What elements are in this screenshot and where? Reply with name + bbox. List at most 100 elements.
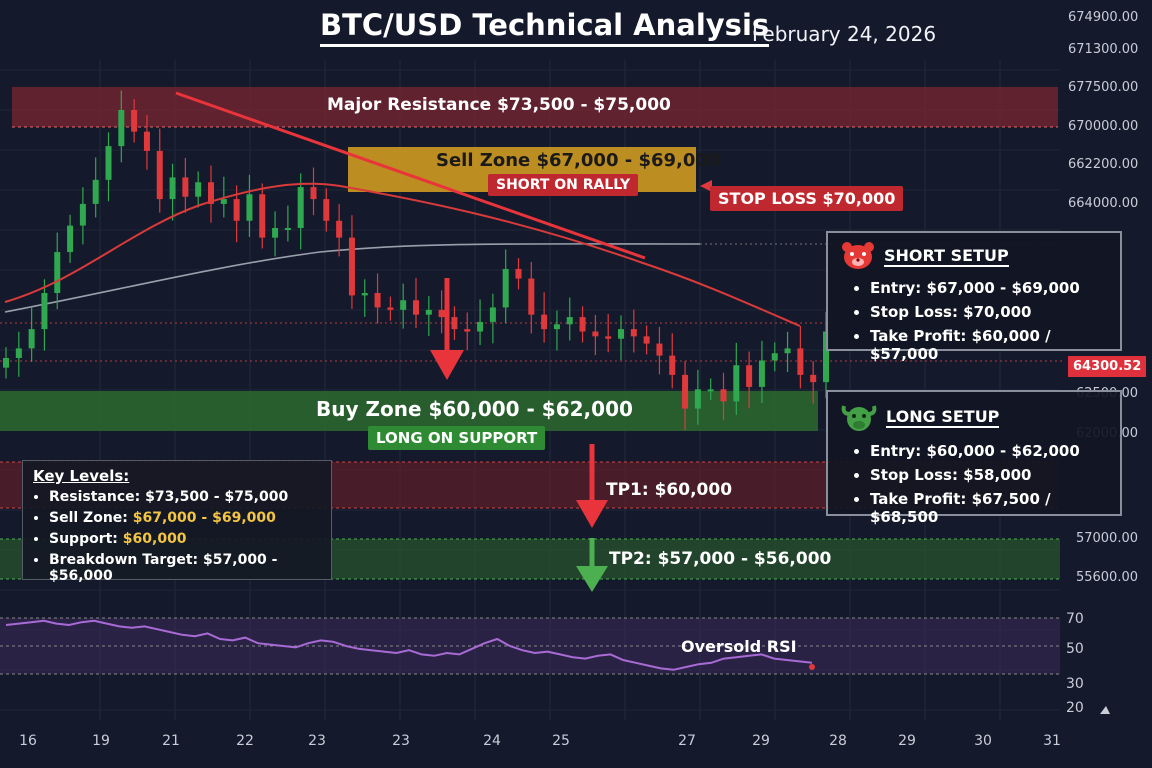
candle-body [630,329,637,337]
key-level-label: Resistance: [49,489,141,505]
candle-body [105,146,112,180]
candle-body [400,300,407,310]
key-level-label: Support: [49,531,118,547]
candle-body [118,110,125,147]
candle-body [707,389,714,392]
tp1-arrow-down [576,444,608,528]
y-tick-label: 55600.00 [1075,570,1138,585]
bull-icon [841,405,877,431]
major-resistance-label: Major Resistance $73,500 - $75,000 [327,95,671,115]
x-tick-label: 31 [1043,733,1061,749]
candle-body [387,307,394,310]
oversold-rsi-label: Oversold RSI [681,637,797,656]
candle-body [771,353,778,361]
candle-body [823,331,829,383]
candle-body [92,179,99,204]
y-tick-label: 57000.00 [1075,531,1138,546]
long-stop-loss: Stop Loss: $58,000 [870,466,1106,484]
candle-body [810,374,817,383]
candle-body [477,321,484,332]
long-setup-panel: LONG SETUP Entry: $60,000 - $62,000 Stop… [826,390,1122,526]
stop-loss-pointer [700,180,712,192]
candle-body [28,329,35,349]
y-tick-label: 677500.00 [1068,80,1139,95]
y-tick-label: 670000.00 [1068,119,1139,134]
candle-body [79,203,86,226]
y-tick-label: 674900.00 [1068,10,1139,25]
candle-body [310,187,317,200]
long-entry: Entry: $60,000 - $62,000 [870,442,1106,460]
tradingview-logo-icon [1100,706,1110,714]
candle-body [246,194,253,221]
key-level-breakdown: Breakdown Target: $57,000 - $56,000 [49,552,321,584]
short-stop-loss: Stop Loss: $70,000 [870,303,1106,321]
x-tick-label: 23 [392,733,410,749]
long-on-support-badge: LONG ON SUPPORT [368,426,546,450]
candle-body [669,355,676,375]
short-take-profit: Take Profit: $60,000 / $57,000 [870,327,1106,363]
sell-zone-label: Sell Zone $67,000 - $69,000 [436,150,721,171]
x-tick-label: 24 [483,733,501,749]
candle-body [502,268,509,308]
sell-arrow-down [430,278,464,380]
candle-body [220,199,227,204]
rsi-last-point [809,664,815,670]
bear-icon [842,242,874,269]
candles [3,90,829,431]
key-level-support: Support: $60,000 [49,531,321,547]
candle-body [15,348,22,359]
y-tick-label: 671300.00 [1068,42,1139,57]
descending-trendline [175,91,646,260]
candle-body [169,177,176,200]
rsi-tick-label: 70 [1066,611,1084,627]
candle-body [541,314,548,330]
candle-body [579,317,586,332]
rsi-tick-label: 50 [1066,641,1084,657]
key-levels-panel: Key Levels: Resistance: $73,500 - $75,00… [22,460,332,584]
candle-body [143,131,150,151]
key-level-value: $60,000 [122,531,187,547]
y-tick-label: 664000.00 [1068,196,1139,211]
candle-body [515,268,522,279]
candle-body [259,194,266,238]
short-on-rally-badge: SHORT ON RALLY [488,174,639,196]
candle-body [694,389,701,409]
short-setup-panel: SHORT SETUP Entry: $67,000 - $69,000 Sto… [826,231,1122,363]
page-title: BTC/USD Technical Analysis [320,8,770,47]
candle-body [374,293,381,308]
candle-body [131,110,138,132]
x-tick-label: 28 [829,733,847,749]
candle-body [156,150,163,200]
key-level-label: Breakdown Target: [49,552,199,568]
candle-body [784,348,791,354]
key-level-sell-zone: Sell Zone: $67,000 - $69,000 [49,510,321,526]
candle-body [553,324,560,330]
x-tick-label: 22 [236,733,254,749]
x-tick-label: 16 [19,733,37,749]
long-take-profit: Take Profit: $67,500 / $68,500 [870,490,1106,526]
long-setup-title: LONG SETUP [886,406,1000,428]
buy-zone [0,391,818,431]
candle-body [323,199,330,221]
x-tick-label: 29 [898,733,916,749]
candle-body [618,329,624,339]
moving-average-red [4,182,801,327]
key-levels-title: Key Levels: [33,467,130,485]
x-tick-label: 21 [162,733,180,749]
candle-body [272,227,279,238]
candle-body [233,199,240,221]
candle-body [682,374,689,409]
candle-body [336,220,343,238]
candle-body [746,365,753,387]
rsi-tick-label: 20 [1066,700,1084,716]
key-level-value: $73,500 - $75,000 [145,489,289,505]
candle-body [797,348,804,375]
moving-average-grey [4,243,701,313]
x-tick-label: 19 [92,733,110,749]
candle-body [720,389,727,402]
candle-body [489,307,496,322]
key-level-resistance: Resistance: $73,500 - $75,000 [49,489,321,505]
candle-body [195,182,202,197]
candle-body [41,293,48,330]
stop-loss-badge: STOP LOSS $70,000 [710,186,904,211]
